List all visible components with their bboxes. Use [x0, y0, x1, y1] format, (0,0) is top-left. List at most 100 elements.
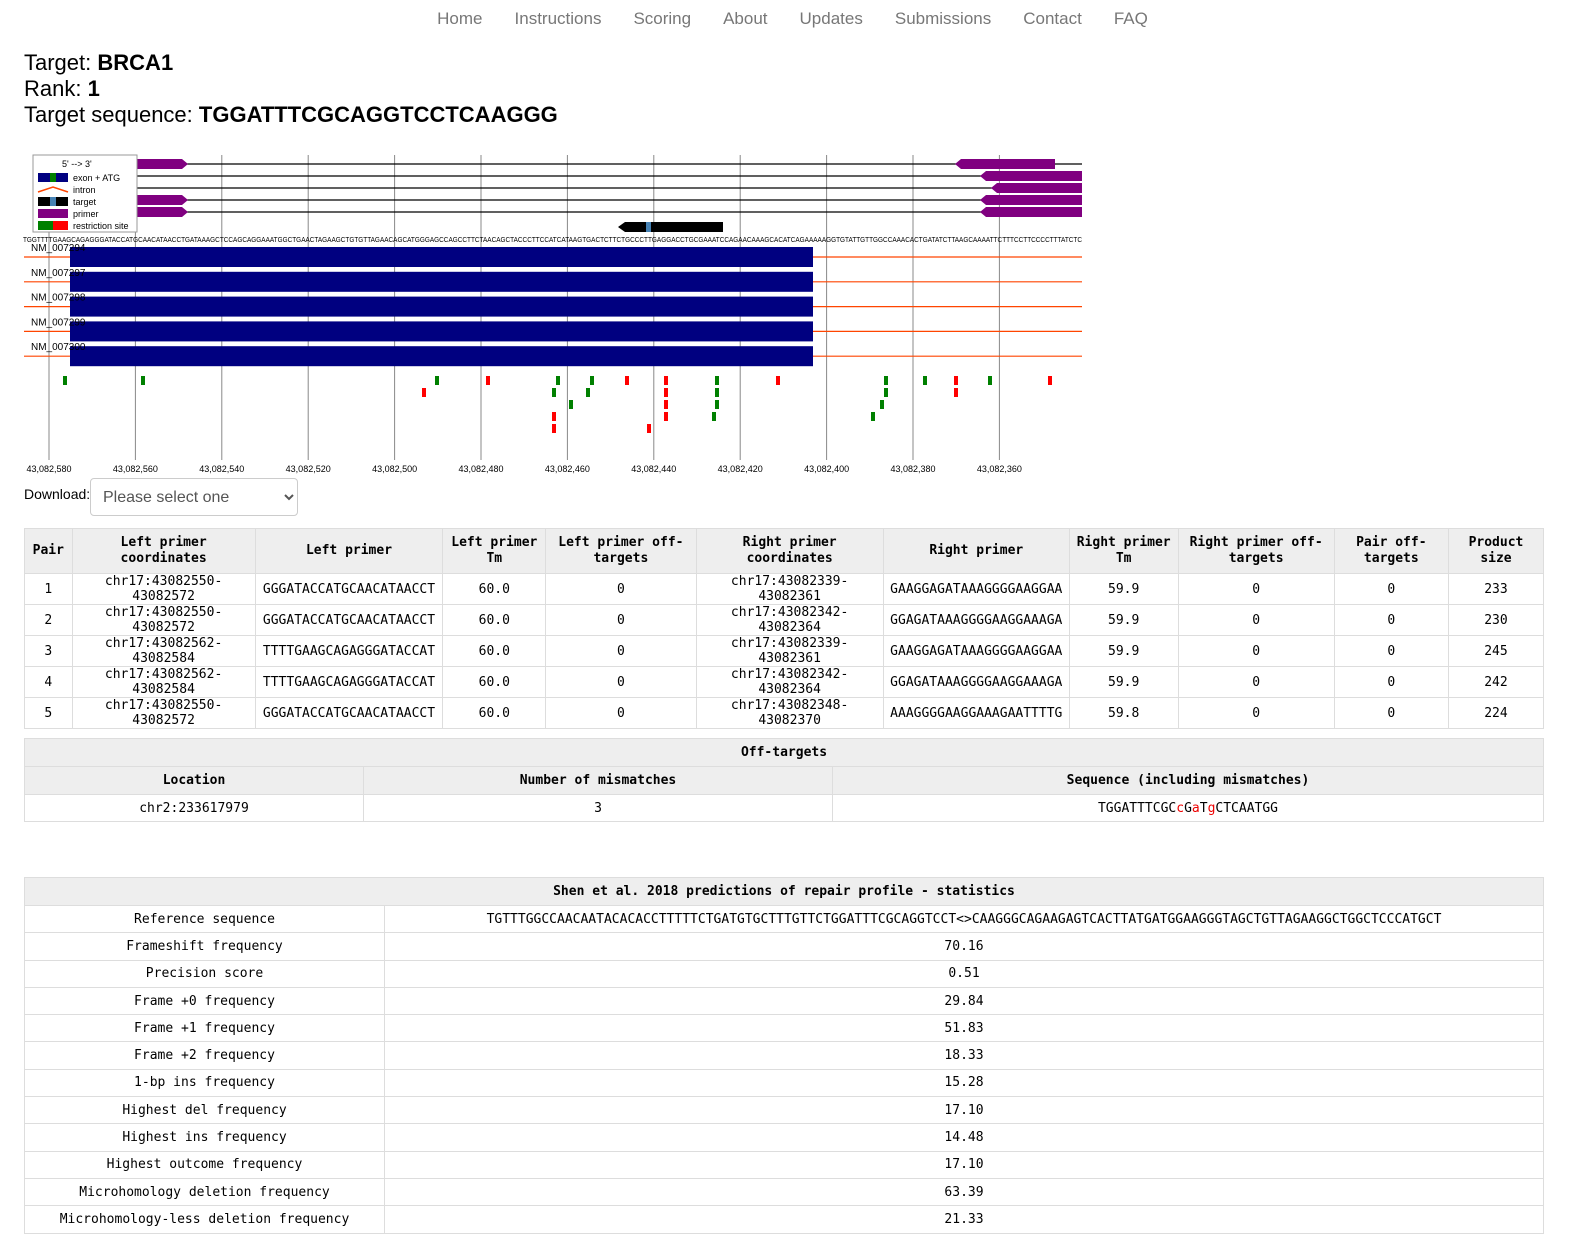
match-bases: G [1184, 800, 1192, 816]
repair-stat-row: Microhomology deletion frequency 63.39 [24, 1177, 1544, 1207]
right-primer-arrow [955, 159, 961, 169]
repair-stat-row: Highest ins frequency 14.48 [24, 1123, 1544, 1152]
primer-pairs-table: Pair Left primer coordinates Left primer Le… [24, 528, 1545, 729]
pairs-cell: 0 [1333, 666, 1449, 698]
offtargets-table: Off-targets Location Number of mismatche… [24, 738, 1544, 822]
pairs-cell: 0 [1177, 635, 1335, 667]
offtargets-title: Off-targets [24, 738, 1544, 767]
right-primer-arrow [991, 183, 997, 193]
nav-about[interactable]: About [723, 9, 768, 28]
pairs-row[interactable]: 4 chr17:43082562-43082584 TTTTGAAGCAGAGGGA… [24, 666, 1545, 698]
restriction-site-mark [715, 388, 719, 397]
right-primer [986, 207, 1082, 217]
repair-stat-value: 15.28 [384, 1068, 1544, 1098]
pairs-cell: 0 [545, 635, 697, 667]
download-label: Download: [24, 486, 91, 502]
restriction-site-mark [954, 388, 958, 397]
restriction-site-mark [884, 376, 888, 385]
pairs-cell: 0 [1333, 573, 1449, 605]
legend-primer-swatch [38, 209, 68, 218]
nav-updates[interactable]: Updates [799, 9, 863, 28]
offtarget-row: chr2:233617979 3 TGGATTTCGCcGaTgCTCAATGG [24, 794, 1544, 822]
pairs-cell: 60.0 [442, 697, 547, 729]
primer-tracks [137, 159, 1082, 217]
left-primer [137, 195, 182, 205]
target-arrow [618, 222, 625, 232]
restriction-site-mark [552, 424, 556, 433]
left-primer-arrow [182, 159, 188, 169]
pairs-cell: 59.8 [1068, 697, 1179, 729]
pairs-cell: GAAGGAGATAAAGGGGAAGGAA [882, 573, 1070, 605]
pairs-cell: 59.9 [1068, 573, 1179, 605]
axis-tick-label: 43,082,540 [199, 464, 244, 474]
pairs-cell: 0 [1177, 604, 1335, 636]
restriction-site-mark [884, 388, 888, 397]
axis-tick-label: 43,082,360 [977, 464, 1022, 474]
pairs-row[interactable]: 5 chr17:43082550-43082572 GGGATACCATGCAACA… [24, 697, 1545, 729]
pairs-header-cell: Right primer [882, 528, 1070, 574]
restriction-site-mark [664, 376, 668, 385]
nav-submissions[interactable]: Submissions [894, 9, 992, 28]
pairs-row[interactable]: 3 chr17:43082562-43082584 TTTTGAAGCAGAGGGA… [24, 635, 1545, 667]
nav-contact[interactable]: Contact [1023, 9, 1082, 28]
pairs-row[interactable]: 2 chr17:43082550-43082572 GGGATACCATGCAACA… [24, 604, 1545, 636]
repair-stat-value: 17.10 [384, 1150, 1544, 1179]
legend-exon-label: exon + ATG [73, 173, 120, 183]
pairs-cell: chr17:43082342-43082364 [695, 604, 884, 636]
repair-stat-row: Highest del frequency 17.10 [24, 1096, 1544, 1125]
match-bases: TGGATTTCGC [1097, 800, 1177, 816]
download-control: Download: Please select one [24, 478, 298, 516]
nav-home[interactable]: Home [437, 9, 483, 28]
nav-instructions[interactable]: Instructions [514, 9, 602, 28]
pairs-row[interactable]: 1 chr17:43082550-43082572 GGGATACCATGCAACA… [24, 573, 1545, 605]
legend-site-green [38, 221, 53, 230]
transcript-label: NM_007297 [31, 268, 86, 279]
exon-block [70, 296, 813, 317]
restriction-site-mark [647, 424, 651, 433]
repair-stat-value: 18.33 [384, 1041, 1544, 1070]
primer-pairs-header: Pair Left primer coordinates Left primer Le… [24, 528, 1545, 574]
pairs-cell: 0 [545, 666, 697, 698]
repair-stat-value: 70.16 [384, 932, 1544, 961]
right-primer-arrow [980, 195, 986, 205]
repair-profile-table: Shen et al. 2018 predictions of repair p… [24, 877, 1544, 1234]
pairs-header-cell: Left primer off-targets [545, 528, 697, 574]
pairs-cell: 0 [1177, 573, 1335, 605]
repair-stat-label: Frame +0 frequency [24, 986, 385, 1016]
legend-intron-swatch [37, 186, 69, 193]
download-select[interactable]: Please select one [90, 478, 298, 516]
offtargets-header-mismatches: Number of mismatches [363, 766, 833, 795]
pairs-cell: chr17:43082339-43082361 [695, 635, 884, 667]
repair-stat-label: Highest outcome frequency [24, 1150, 385, 1179]
pairs-cell: AAAGGGGAAGGAAAGAATTTTG [882, 697, 1070, 729]
target-bar [625, 222, 723, 232]
pairs-cell: chr17:43082342-43082364 [695, 666, 884, 698]
restriction-site-mark [556, 376, 560, 385]
repair-stat-label: Microhomology deletion frequency [24, 1177, 385, 1207]
pairs-cell: 59.9 [1068, 635, 1179, 667]
restriction-site-mark [586, 388, 590, 397]
repair-stat-row: Frameshift frequency 70.16 [24, 932, 1544, 961]
nav-scoring[interactable]: Scoring [633, 9, 692, 28]
pairs-cell: chr17:43082348-43082370 [695, 697, 884, 729]
restriction-site-mark [880, 400, 884, 409]
axis-tick-label: 43,082,440 [631, 464, 676, 474]
restriction-site-mark [715, 376, 719, 385]
restriction-site-mark [871, 412, 875, 421]
legend-title: 5' --> 3' [62, 159, 92, 169]
pairs-cell: GGGATACCATGCAACATAACCT [254, 604, 444, 636]
transcript-label: NM_007294 [31, 243, 86, 254]
nav-faq[interactable]: FAQ [1113, 9, 1148, 28]
repair-stat-row: Frame +2 frequency 18.33 [24, 1041, 1544, 1070]
target-seq-value: TGGATTTCGCAGGTCCTCAAGGG [198, 102, 558, 127]
pairs-cell: TTTTGAAGCAGAGGGATACCAT [254, 666, 444, 698]
restriction-site-mark [954, 376, 958, 385]
right-primer [961, 159, 1055, 169]
pairs-cell: 233 [1447, 573, 1545, 605]
repair-stat-label: Highest ins frequency [24, 1123, 385, 1152]
mismatch-base: c [1176, 800, 1185, 816]
pairs-cell: 0 [1333, 635, 1449, 667]
target-seq-line: Target sequence: TGGATTTCGCAGGTCCTCAAGGG [24, 102, 558, 128]
exon-block [70, 247, 813, 267]
transcript-tracks: NM_007294 NM_007297 NM_007298 NM_007299 NM_0… [24, 243, 1082, 367]
